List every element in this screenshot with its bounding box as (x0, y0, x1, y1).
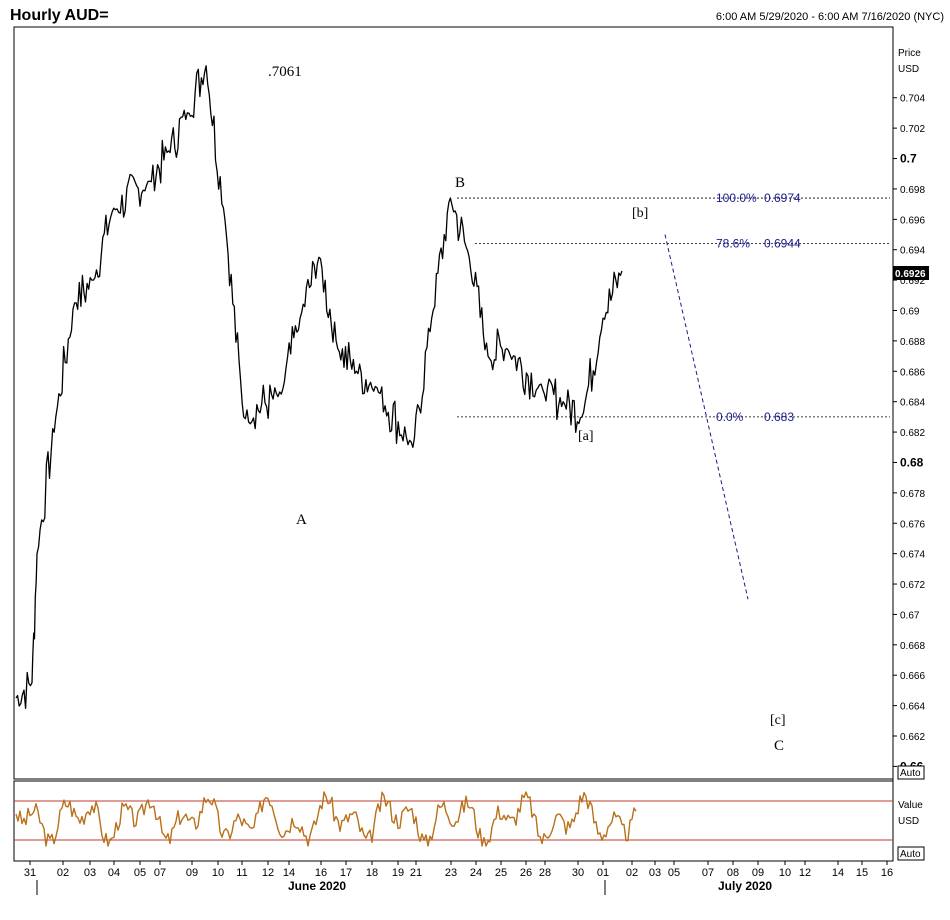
price-tick-label: 0.662 (900, 732, 925, 743)
fibonacci-levels: 100.0% 0.6974 78.6% 0.6944 0.0% 0.683 (457, 191, 890, 424)
price-tick-label: 0.668 (900, 641, 925, 652)
price-auto-button[interactable] (897, 765, 925, 780)
x-axis-ticks: 31 02 03 04 05 07 09 10 11 12 14 16 17 18 19 21 23 24 25 26… (24, 861, 893, 879)
price-tick-label: 0.674 (900, 550, 925, 561)
x-tick-label: 28 (539, 867, 551, 879)
price-tick-label: 0.672 (900, 580, 925, 591)
price-tick-label: 0.686 (900, 367, 925, 378)
price-tick-label: 0.666 (900, 671, 925, 682)
x-tick-label: 18 (366, 867, 378, 879)
price-tick-label: 0.682 (900, 428, 925, 439)
x-tick-label: 21 (410, 867, 422, 879)
x-tick-label: 11 (236, 867, 247, 879)
x-tick-label: 10 (779, 867, 791, 879)
x-tick-label: 05 (134, 867, 146, 879)
date-range: 6:00 AM 5/29/2020 - 6:00 AM 7/16/2020 (N… (716, 11, 944, 23)
x-tick-label: 17 (340, 867, 352, 879)
x-tick-label: 09 (186, 867, 198, 879)
chart-title: Hourly AUD= (10, 7, 109, 24)
x-tick-label: 26 (520, 867, 532, 879)
indicator-auto-label: Auto (900, 849, 921, 860)
indicator-auto-button[interactable] (897, 846, 925, 861)
x-tick-label: 14 (832, 867, 844, 879)
indicator-series-line (15, 791, 637, 847)
current-price-label: 0.6926 (895, 269, 926, 280)
price-tick-label: 0.698 (900, 185, 925, 196)
price-tick-label: 0.688 (900, 337, 925, 348)
month-label-july: July 2020 (718, 879, 772, 893)
fib-level-value: 0.6944 (764, 237, 801, 251)
price-axis-title: Price (898, 48, 921, 59)
x-tick-label: 10 (212, 867, 224, 879)
price-tick-label: 0.702 (900, 124, 925, 135)
wave-a-label: A (296, 512, 307, 528)
x-tick-label: 02 (626, 867, 638, 879)
month-label-june: June 2020 (288, 879, 346, 893)
x-tick-label: 02 (57, 867, 69, 879)
price-tick-label: 0.67 (900, 610, 920, 621)
price-tick-label: 0.684 (900, 398, 925, 409)
price-tick-label: 0.678 (900, 489, 925, 500)
x-tick-label: 12 (799, 867, 811, 879)
fib-level-value: 0.683 (764, 410, 794, 424)
price-axis-ticks: 0.704 0.702 0.7 0.698 0.696 0.694 0.692 0.69 0.6… (893, 94, 925, 773)
x-tick-label: 15 (856, 867, 868, 879)
price-tick-label: 0.692 (900, 276, 925, 287)
fib-level-percent: 100.0% (716, 191, 757, 205)
sub-b-label: [b] (632, 206, 648, 221)
fib-level-value: 0.6974 (764, 191, 801, 205)
sub-c-label: [c] (770, 713, 786, 728)
fib-level-percent: 78.6% (716, 237, 750, 251)
peak-label: .7061 (268, 64, 302, 80)
indicator-plot-frame (13, 780, 894, 862)
price-tick-label: 0.7 (900, 152, 917, 166)
x-tick-label: 03 (84, 867, 96, 879)
x-tick-label: 08 (727, 867, 739, 879)
x-tick-label: 16 (881, 867, 893, 879)
sub-a-label: [a] (578, 429, 594, 444)
x-tick-label: 01 (597, 867, 609, 879)
price-tick-label: 0.704 (900, 94, 925, 105)
x-tick-label: 09 (752, 867, 764, 879)
x-tick-label: 24 (470, 867, 482, 879)
price-tick-label: 0.68 (900, 455, 924, 469)
x-tick-label: 23 (445, 867, 457, 879)
wave-b-label: B (455, 175, 465, 191)
main-plot-frame (13, 26, 894, 780)
price-tick-label: 0.664 (900, 702, 925, 713)
price-tick-label: 0.676 (900, 519, 925, 530)
indicator-title: Value (898, 800, 923, 811)
price-tick-label: 0.694 (900, 246, 925, 257)
x-tick-label: 19 (392, 867, 404, 879)
x-tick-label: 31 (24, 867, 36, 879)
x-tick-label: 25 (495, 867, 507, 879)
x-tick-label: 16 (315, 867, 327, 879)
x-tick-label: 30 (572, 867, 584, 879)
x-tick-label: 12 (262, 867, 274, 879)
price-tick-label: 0.696 (900, 215, 925, 226)
x-tick-label: 07 (154, 867, 166, 879)
projection-line (664, 234, 749, 600)
price-auto-label: Auto (900, 768, 921, 779)
x-tick-label: 05 (668, 867, 680, 879)
wave-c-label: C (774, 738, 784, 754)
x-tick-label: 03 (649, 867, 661, 879)
price-tick-label: 0.69 (900, 307, 920, 318)
price-series-line (15, 65, 623, 710)
x-tick-label: 04 (108, 867, 120, 879)
indicator-unit: USD (898, 816, 919, 827)
x-tick-label: 14 (283, 867, 295, 879)
x-tick-label: 07 (702, 867, 714, 879)
current-price-tag (893, 266, 929, 280)
price-axis-unit: USD (898, 64, 919, 75)
fib-level-percent: 0.0% (716, 410, 744, 424)
